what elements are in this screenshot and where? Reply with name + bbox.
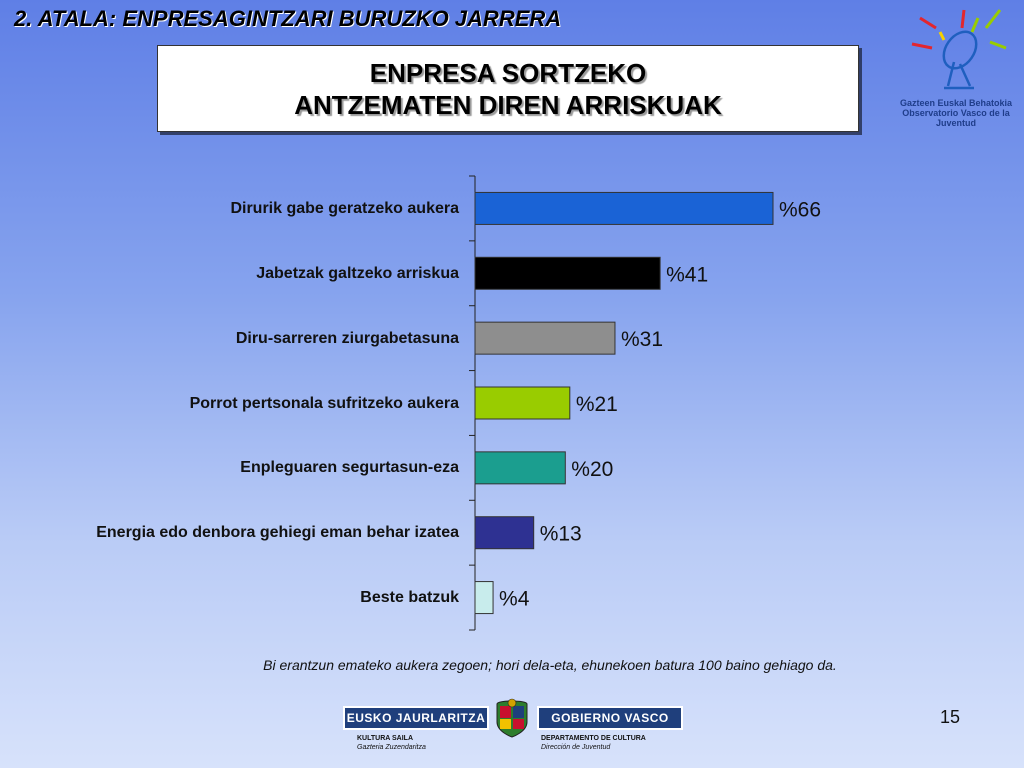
bar-4 [474, 386, 571, 420]
value-label-1: %66 [779, 198, 821, 221]
title-box: ENPRESA SORTZEKO ANTZEMATEN DIREN ARRISK… [157, 45, 859, 132]
observatory-line-2: Observatorio Vasco de la Juventud [902, 108, 1010, 128]
footnote: Bi erantzun emateko aukera zegoen; hori … [263, 657, 837, 673]
category-label-7: Beste batzuk [360, 589, 459, 607]
category-label-4: Porrot pertsonala sufritzeko aukera [189, 394, 459, 412]
page-number: 15 [940, 707, 961, 727]
gov-right-name: GOBIERNO VASCO [537, 706, 683, 730]
bar-6 [474, 516, 535, 550]
gov-right-dept: DEPARTAMENTO DE CULTURA [541, 735, 646, 742]
bar-3 [474, 321, 616, 355]
gov-left-dept: KULTURA SAILA [357, 735, 413, 742]
value-label-6: %13 [540, 523, 582, 546]
value-label-5: %20 [571, 458, 613, 481]
value-label-7: %4 [499, 588, 530, 611]
value-label-4: %21 [576, 393, 618, 416]
bar-2 [474, 256, 661, 290]
category-label-1: Dirurik gabe geratzeko aukera [230, 199, 459, 217]
category-label-3: Diru-sarreren ziurgabetasuna [235, 329, 459, 347]
gov-left-sub: Gazteria Zuzendaritza [357, 744, 426, 751]
coat-of-arms-icon [496, 698, 528, 738]
observatory-line-1: Gazteen Euskal Behatokia [899, 98, 1013, 108]
category-label-2: Jabetzak galtzeko arriskua [256, 264, 459, 282]
bar-5 [474, 451, 566, 485]
bar-7 [474, 581, 494, 615]
gov-left-name: EUSKO JAURLARITZA [343, 706, 489, 730]
category-label-6: Energia edo denbora gehiegi eman behar i… [96, 524, 459, 542]
gov-right-sub: Dirección de Juventud [541, 744, 611, 751]
section-title: 2. ATALA: ENPRESAGINTZARI BURUZKO JARRER… [14, 6, 562, 31]
category-label-5: Enpleguaren segurtasun-eza [240, 459, 459, 477]
satellite-dish-icon [911, 9, 1007, 90]
bar-1 [474, 191, 774, 225]
title-line-2: ANTZEMATEN DIREN ARRISKUAK [294, 89, 722, 120]
title-line-1: ENPRESA SORTZEKO [369, 57, 647, 88]
value-label-2: %41 [666, 263, 708, 286]
government-logo: EUSKO JAURLARITZA GOBIERNO VASCO KULTURA… [343, 698, 683, 764]
value-label-3: %31 [621, 328, 663, 351]
observatory-logo: Gazteen Euskal Behatokia Observatorio Va… [890, 6, 1022, 128]
